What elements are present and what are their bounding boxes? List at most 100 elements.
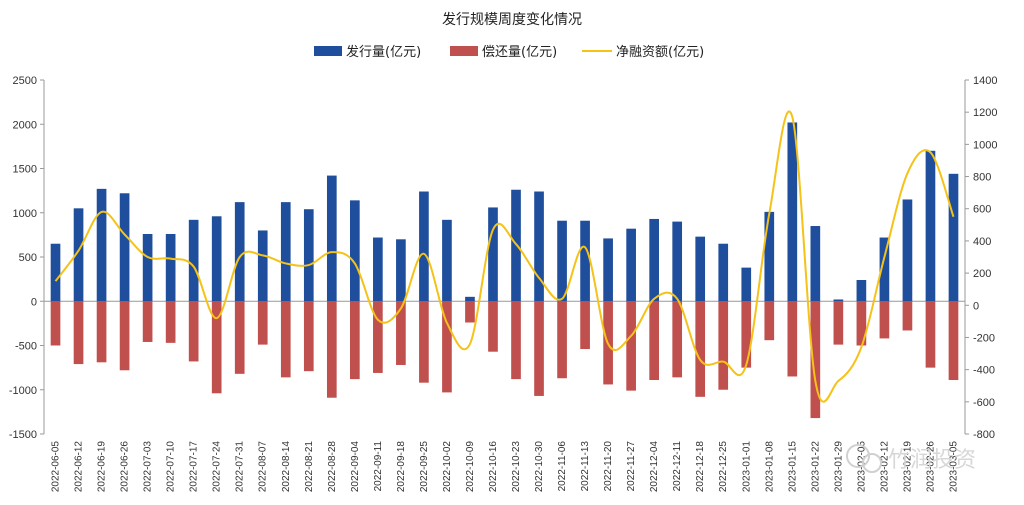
bar-issue (787, 122, 798, 302)
bar-issue (119, 193, 130, 302)
bars (50, 122, 959, 419)
x-tick-label: 2023-01-22 (810, 441, 821, 493)
bar-repay (350, 301, 360, 380)
bar-issue (350, 200, 360, 302)
bar-issue (326, 175, 337, 302)
bar-issue (649, 218, 659, 302)
bar-issue (626, 228, 636, 302)
bar-repay (810, 301, 821, 419)
x-tick-label: 2022-11-27 (626, 441, 637, 492)
bar-issue (188, 219, 199, 302)
legend: 发行量(亿元) 偿还量(亿元) 净融资额(亿元) (314, 44, 704, 60)
x-tick-label: 2022-12-04 (649, 441, 660, 493)
bar-repay (948, 301, 959, 381)
x-tick-label: 2022-06-12 (74, 441, 85, 493)
bar-issue (419, 191, 429, 302)
bar-repay (188, 301, 199, 362)
bar-issue (948, 173, 959, 302)
x-tick-label: 2023-01-15 (787, 441, 798, 493)
bar-repay (488, 301, 498, 352)
legend-label-net: 净融资额(亿元) (616, 45, 704, 60)
x-tick-label: 2022-09-25 (419, 441, 430, 493)
y-left-tick-label: 1500 (13, 164, 37, 176)
y-right-tick-label: 800 (973, 172, 991, 184)
y-right-tick-label: 1000 (973, 139, 997, 151)
bar-repay (649, 301, 659, 381)
bar-repay (373, 301, 383, 373)
bar-issue (534, 191, 544, 302)
x-tick-label: 2023-03-05 (948, 441, 959, 493)
legend-label-repay: 偿还量(亿元) (482, 45, 557, 60)
x-tick-label: 2022-06-05 (51, 441, 62, 493)
bar-repay (925, 301, 936, 368)
y-left-tick-label: 0 (31, 296, 37, 308)
bar-repay (465, 301, 475, 323)
x-tick-label: 2022-08-07 (258, 441, 269, 493)
bar-repay (695, 301, 706, 397)
x-tick-label: 2022-12-11 (672, 441, 683, 492)
bar-repay (856, 301, 867, 346)
bar-issue (73, 208, 84, 302)
net-financing-line (54, 110, 955, 403)
legend-swatch-issue (314, 46, 342, 56)
x-tick-label: 2022-12-25 (718, 441, 729, 493)
bar-issue (373, 237, 383, 302)
y-right-tick-label: 1400 (973, 75, 997, 87)
bar-issue (165, 233, 176, 302)
watermark: 竹润投资 (846, 444, 976, 473)
y-left-tick-label: 500 (19, 252, 37, 264)
legend-label-issue: 发行量(亿元) (346, 44, 421, 60)
bar-issue (50, 243, 61, 302)
x-tick-label: 2022-07-10 (166, 441, 177, 493)
y-right-tick-label: 600 (973, 204, 991, 216)
bar-repay (580, 301, 590, 350)
bar-repay (119, 301, 130, 371)
x-tick-label: 2022-08-28 (327, 441, 338, 493)
x-tick-label: 2022-08-21 (304, 441, 315, 493)
bar-issue (741, 267, 752, 302)
bar-issue (580, 220, 590, 302)
bar-issue (142, 233, 153, 302)
bar-repay (442, 301, 452, 393)
y-right-tick-label: 200 (973, 268, 991, 280)
bar-repay (326, 301, 337, 398)
bar-issue (810, 226, 821, 302)
bar-repay (902, 301, 913, 331)
x-axis-ticks: 2022-06-05 2022-06-12 2022-06-19 2022-06-26… (51, 441, 960, 493)
bar-repay (833, 301, 844, 345)
y-right-tick-label: -600 (973, 397, 995, 409)
bar-repay (511, 301, 521, 380)
bar-repay (234, 301, 245, 374)
bar-repay (672, 301, 683, 378)
bar-repay (257, 301, 268, 345)
bar-repay (626, 301, 636, 391)
y-left-tick-label: -500 (15, 341, 37, 353)
bar-repay (787, 301, 798, 377)
y-right-tick-label: -800 (973, 429, 995, 441)
bar-issue (557, 220, 567, 302)
bar-issue (257, 230, 268, 302)
bar-repay (96, 301, 107, 363)
y-left-tick-label: -1500 (9, 429, 37, 441)
bar-repay (396, 301, 406, 365)
x-tick-label: 2022-06-26 (120, 441, 131, 493)
bar-repay (557, 301, 567, 379)
bar-repay (165, 301, 176, 343)
bar-repay (534, 301, 544, 396)
x-tick-label: 2022-10-30 (534, 441, 545, 493)
x-tick-label: 2022-12-18 (695, 441, 706, 493)
y-left-tick-label: 2000 (13, 119, 37, 131)
x-tick-label: 2022-07-24 (212, 441, 223, 493)
x-tick-label: 2022-10-16 (488, 441, 499, 493)
bar-issue (902, 199, 913, 302)
bar-repay (211, 301, 222, 394)
bar-issue (488, 207, 498, 302)
x-tick-label: 2022-08-14 (281, 441, 292, 493)
x-tick-label: 2022-07-31 (235, 441, 246, 493)
y-left-tick-label: 2500 (13, 75, 37, 87)
bar-issue (442, 219, 452, 302)
bar-issue (303, 209, 314, 302)
bar-issue (396, 239, 406, 302)
watermark-text: 竹润投资 (888, 448, 976, 473)
